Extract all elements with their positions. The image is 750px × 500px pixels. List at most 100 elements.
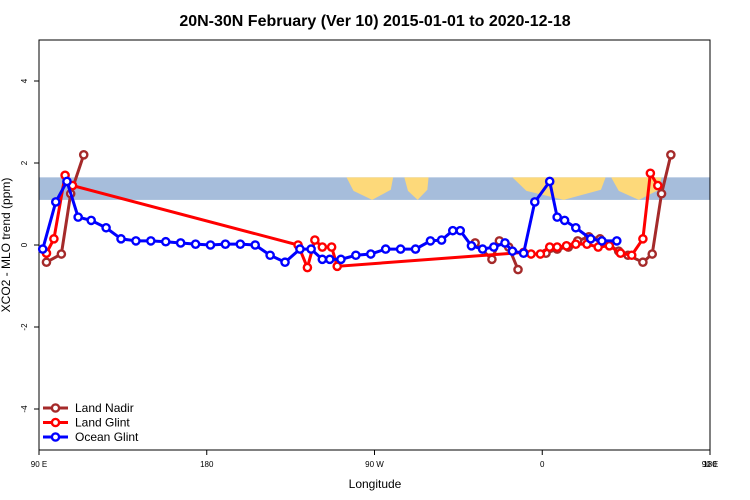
data-point	[488, 242, 499, 252]
data-point	[638, 257, 648, 268]
data-point	[332, 261, 343, 272]
data-point	[324, 254, 335, 265]
legend-marker	[50, 403, 61, 413]
x-tick-label: 180	[703, 460, 717, 469]
data-point	[160, 236, 171, 247]
x-tick-label: 0	[540, 460, 545, 469]
data-point	[235, 239, 246, 249]
data-point	[73, 212, 83, 222]
legend-label: Land Glint	[75, 416, 130, 430]
data-point	[477, 244, 488, 254]
data-point	[604, 241, 615, 251]
data-point	[487, 254, 497, 265]
data-point	[466, 241, 477, 251]
data-point	[351, 250, 361, 261]
legend-label: Ocean Glint	[75, 430, 139, 444]
y-tick-label: -2	[20, 323, 29, 331]
data-point	[306, 244, 316, 254]
map-band-land	[404, 177, 429, 200]
data-point	[526, 249, 536, 259]
data-point	[175, 238, 186, 248]
data-point	[190, 239, 201, 249]
data-point	[647, 249, 658, 259]
data-point	[326, 242, 337, 252]
legend-marker	[50, 417, 61, 428]
data-point	[500, 238, 510, 248]
data-point	[295, 244, 305, 254]
data-point	[645, 168, 656, 179]
data-point	[310, 235, 320, 245]
series-line	[45, 154, 86, 264]
data-point	[455, 225, 466, 236]
data-point	[302, 262, 313, 273]
y-tick-label: 2	[20, 160, 29, 165]
data-point	[250, 240, 261, 250]
data-point	[585, 234, 596, 244]
data-point	[37, 244, 48, 254]
map-band-land	[346, 177, 394, 200]
data-point	[336, 254, 346, 265]
y-tick-label: 0	[20, 242, 29, 247]
chart-title: 20N-30N February (Ver 10) 2015-01-01 to …	[179, 13, 570, 30]
data-point	[425, 236, 436, 246]
series-ocean-glint	[37, 176, 622, 268]
data-point	[395, 244, 406, 254]
data-point	[638, 234, 648, 244]
series-line	[41, 177, 617, 264]
data-point	[50, 197, 61, 207]
data-point	[544, 242, 555, 252]
data-point	[116, 234, 126, 244]
data-point	[571, 222, 581, 233]
data-point	[561, 241, 572, 251]
data-point	[544, 176, 555, 187]
data-point	[131, 236, 141, 246]
data-point	[380, 244, 391, 254]
data-point	[41, 257, 52, 268]
y-tick-label: -4	[20, 405, 29, 413]
x-tick-label: 90 E	[31, 460, 47, 469]
data-point	[559, 215, 570, 226]
data-point	[615, 248, 626, 258]
data-point	[436, 235, 447, 245]
y-axis-label: XCO2 - MLO trend (ppm)	[0, 178, 13, 313]
data-point	[535, 249, 546, 259]
data-point	[597, 236, 607, 246]
data-point	[317, 254, 328, 265]
data-point	[626, 250, 637, 261]
data-point	[518, 248, 529, 258]
data-point	[653, 180, 663, 191]
data-point	[612, 236, 622, 246]
data-point	[571, 239, 581, 249]
data-point	[146, 236, 156, 246]
data-point	[220, 239, 231, 249]
data-point	[656, 188, 667, 199]
data-point	[101, 222, 111, 233]
data-point	[410, 244, 421, 254]
map-band-land	[512, 177, 606, 200]
data-point	[447, 225, 458, 236]
data-point	[317, 242, 328, 252]
data-point	[529, 197, 540, 207]
y-tick-label: 4	[20, 78, 29, 83]
data-point	[56, 249, 67, 259]
data-point	[666, 149, 676, 160]
x-tick-label: 90 W	[365, 460, 384, 469]
data-point	[513, 264, 523, 275]
data-point	[86, 215, 96, 226]
data-point	[49, 234, 59, 244]
data-point	[552, 212, 562, 222]
data-point	[507, 246, 518, 256]
data-point	[365, 249, 376, 259]
legend-label: Land Nadir	[75, 401, 134, 415]
legend-marker	[50, 432, 61, 442]
x-axis-label: Longitude	[349, 477, 402, 491]
data-point	[78, 149, 89, 160]
x-tick-label: 90 E	[702, 460, 718, 469]
data-point	[62, 176, 72, 187]
data-point	[552, 242, 562, 252]
data-point	[265, 250, 275, 261]
x-tick-label: 180	[200, 460, 214, 469]
